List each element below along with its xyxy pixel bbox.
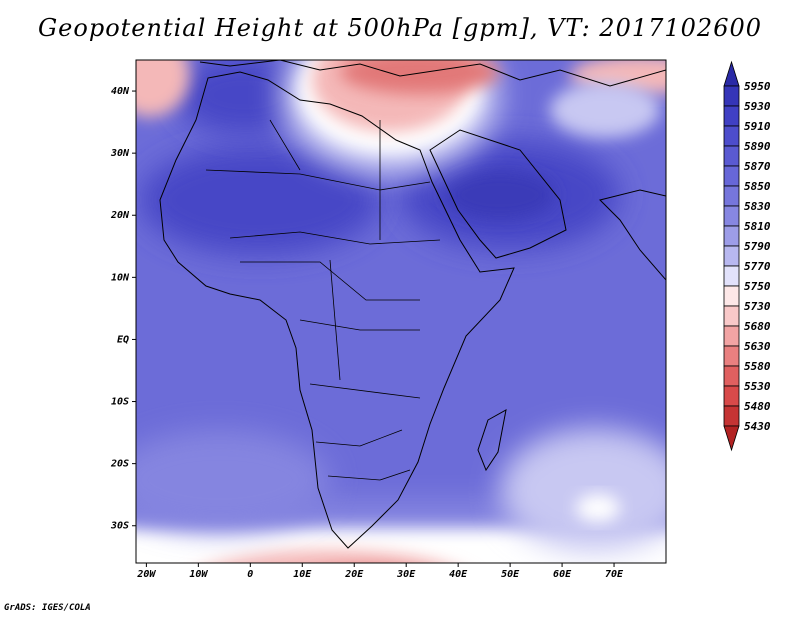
lon-tick-label: 10W bbox=[189, 569, 208, 580]
map-frame bbox=[135, 59, 667, 564]
colorbar-swatch bbox=[723, 125, 740, 147]
borders bbox=[205, 119, 441, 481]
field-southern-trough bbox=[219, 550, 441, 563]
colorbar-swatch bbox=[723, 185, 740, 207]
lat-tick-label: 20N bbox=[110, 210, 130, 221]
field-iberia-high bbox=[175, 60, 315, 135]
europe-coastline bbox=[199, 60, 666, 87]
colorbar-label: 5930 bbox=[744, 100, 771, 113]
colorbar-label: 5830 bbox=[744, 200, 771, 213]
colorbar: 5950 5930 5910 5890 5870 5850 5830 5810 5790 5770… bbox=[723, 60, 771, 452]
colorbar-label: 5730 bbox=[744, 300, 771, 313]
india-coastline bbox=[599, 189, 666, 281]
lon-tick-label: 40E bbox=[449, 569, 468, 580]
field-west-atlantic-trough bbox=[136, 60, 190, 117]
field-central-asia-pale bbox=[550, 82, 660, 138]
colorbar-label: 5870 bbox=[744, 160, 771, 173]
colorbar-label: 5770 bbox=[744, 260, 771, 273]
colorbar-swatch bbox=[723, 225, 740, 247]
lon-tick-label: 30E bbox=[396, 569, 416, 580]
colorbar-swatch bbox=[723, 325, 740, 347]
field-indian-ocean-white bbox=[576, 494, 620, 522]
colorbar-min-arrow bbox=[723, 425, 740, 452]
colorbar-swatch bbox=[723, 85, 740, 107]
field-southwest-pale bbox=[136, 430, 330, 530]
colorbar-label: 5790 bbox=[744, 240, 771, 253]
colorbar-label: 5530 bbox=[744, 380, 771, 393]
lon-tick-label: 50E bbox=[501, 569, 520, 580]
lon-tick-label: 20W bbox=[136, 569, 156, 580]
lat-tick-label: 20S bbox=[110, 459, 129, 470]
field-sahara-high bbox=[140, 145, 380, 255]
lat-tick-label: EQ bbox=[117, 334, 129, 345]
colorbar-label: 5630 bbox=[744, 340, 771, 353]
colorbar-swatch bbox=[723, 245, 740, 267]
colorbar-swatch bbox=[723, 205, 740, 227]
field-indian-ocean-pale bbox=[500, 428, 666, 552]
colorbar-label: 5890 bbox=[744, 140, 771, 153]
lat-tick-label: 40N bbox=[111, 86, 130, 97]
lon-tick-label: 70E bbox=[605, 569, 624, 580]
lat-tick-label: 30S bbox=[110, 521, 129, 532]
field-arabia-high-core bbox=[445, 170, 555, 220]
colorbar-swatch bbox=[723, 145, 740, 167]
arabia-coastline bbox=[429, 129, 567, 259]
colorbar-label: 5480 bbox=[744, 400, 771, 413]
colorbar-label: 5580 bbox=[744, 360, 771, 373]
colorbar-label: 5810 bbox=[744, 220, 771, 233]
colorbar-swatch bbox=[723, 305, 740, 327]
colorbar-swatch bbox=[723, 165, 740, 187]
height-field bbox=[136, 60, 666, 563]
colorbar-label: 5850 bbox=[744, 180, 771, 193]
lat-tick-label: 30N bbox=[110, 148, 130, 159]
lon-tick-label: 0 bbox=[247, 569, 253, 580]
colorbar-swatch bbox=[723, 405, 740, 427]
grads-credit: GrADS: IGES/COLA bbox=[4, 603, 91, 613]
lon-tick-label: 10E bbox=[293, 569, 312, 580]
lat-axis: 40N 30N 20N 10N EQ 10S 20S 30S bbox=[110, 86, 136, 532]
lat-tick-label: 10N bbox=[111, 272, 130, 283]
lon-tick-label: 60E bbox=[553, 569, 572, 580]
colorbar-label: 5950 bbox=[744, 80, 771, 93]
colorbar-swatch bbox=[723, 345, 740, 367]
colorbar-swatch bbox=[723, 105, 740, 127]
colorbar-swatch bbox=[723, 285, 740, 307]
colorbar-swatch bbox=[723, 385, 740, 407]
colorbar-label: 5680 bbox=[744, 320, 771, 333]
colorbar-swatch bbox=[723, 265, 740, 287]
chart-title: Geopotential Height at 500hPa [gpm], VT:… bbox=[38, 14, 762, 42]
lon-tick-label: 20E bbox=[344, 569, 364, 580]
field-mediterranean-red bbox=[340, 60, 500, 94]
colorbar-label: 5430 bbox=[744, 420, 771, 433]
madagascar-coastline bbox=[477, 409, 507, 472]
lat-tick-label: 10S bbox=[111, 397, 129, 408]
lon-axis: 20W 10W 0 10E 20E 30E 40E 50E 60E 70E bbox=[136, 563, 624, 580]
africa-coastline bbox=[159, 71, 515, 549]
colorbar-max-arrow bbox=[723, 60, 740, 87]
coastlines bbox=[159, 60, 666, 549]
colorbar-label: 5750 bbox=[744, 280, 771, 293]
colorbar-label: 5910 bbox=[744, 120, 771, 133]
colorbar-swatch bbox=[723, 365, 740, 387]
